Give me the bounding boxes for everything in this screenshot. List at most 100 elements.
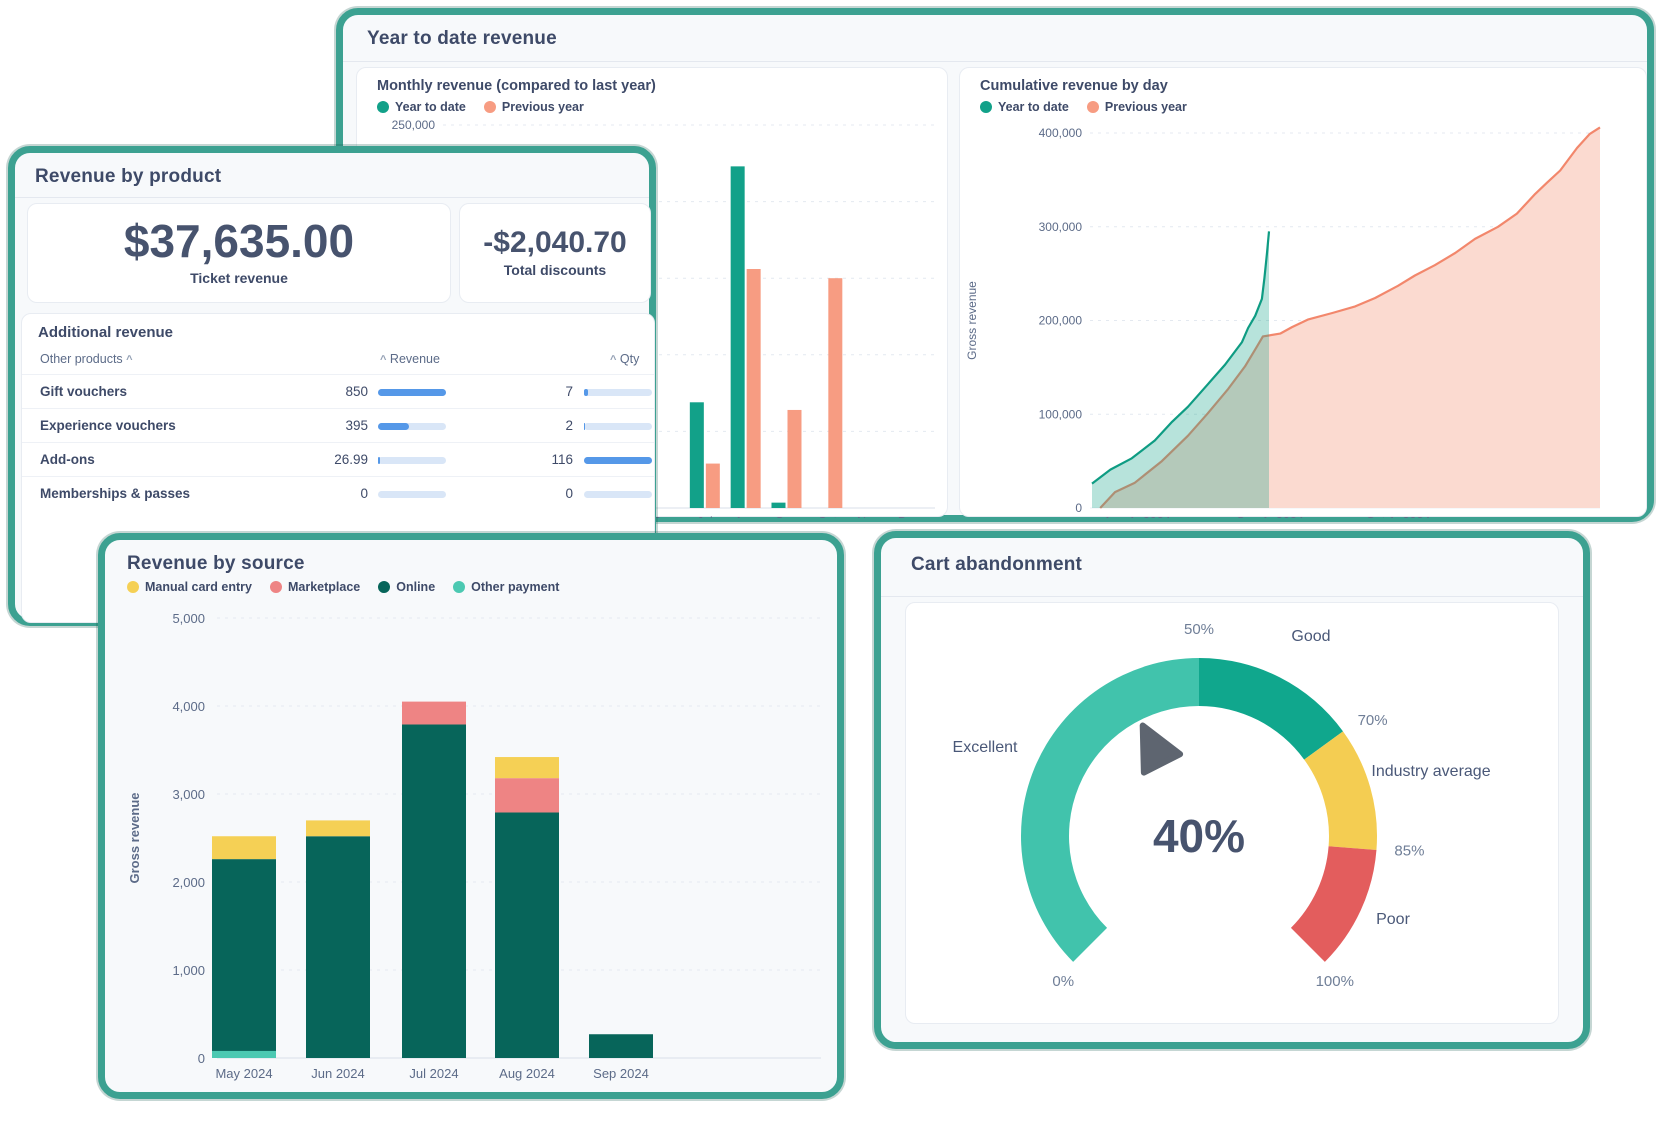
svg-text:Nov: Nov [857,515,880,518]
svg-text:Excellent: Excellent [953,739,1018,756]
revenue-bar [378,491,446,498]
table-row: Memberships & passes 0 0 [22,476,654,511]
product-card-title: Revenue by product [35,166,222,187]
legend-label: Other payment [471,580,560,594]
legend-item-previous-year[interactable]: Previous year [1086,100,1187,114]
additional-revenue-title: Additional revenue [38,324,174,341]
qty-bar [584,389,652,396]
source-legend: Manual card entry Marketplace Online Other … [127,580,559,594]
column-label: Revenue [389,352,440,366]
svg-text:400,000: 400,000 [1039,126,1083,140]
revenue-bar [378,457,446,464]
column-header-revenue[interactable]: ^ Revenue [380,352,440,366]
svg-text:40%: 40% [1153,810,1245,862]
svg-text:85%: 85% [1394,842,1424,859]
qty-value: 0 [565,486,573,501]
cumulative-revenue-panel: Cumulative revenue by day Year to date Pr… [959,67,1647,518]
svg-text:0: 0 [1075,501,1082,515]
product-name: Experience vouchers [40,418,176,433]
svg-text:Gross revenue: Gross revenue [127,792,142,883]
legend-item-marketplace[interactable]: Marketplace [269,580,360,594]
qty-bar [584,423,652,430]
svg-text:250,000: 250,000 [392,120,436,132]
source-card-title: Revenue by source [127,553,305,574]
svg-text:100,000: 100,000 [1039,407,1083,421]
revenue-value: 0 [360,486,368,501]
column-label: Qty [619,352,640,366]
svg-text:Good: Good [1291,628,1330,645]
monthly-revenue-legend: Year to date Previous year [377,100,584,114]
svg-text:Sep 2024: Sep 2024 [593,1066,649,1081]
svg-text:5,000: 5,000 [172,611,205,626]
revenue-by-source-card: Revenue by source Manual card entry Marke… [98,533,844,1099]
legend-item-previous-year[interactable]: Previous year [483,100,584,114]
table-row: Add-ons 26.99 116 [22,442,654,477]
legend-dot-icon [127,581,139,593]
table-row: Experience vouchers 395 2 [22,408,654,443]
additional-revenue-header: Other products ^ ^ Revenue ^ Qty [22,348,654,374]
product-name: Memberships & passes [40,486,191,501]
qty-bar-fill [584,457,652,464]
legend-item-manual-card-entry[interactable]: Manual card entry [127,580,252,594]
svg-text:0: 0 [198,1051,205,1066]
legend-item-other-payment[interactable]: Other payment [453,580,559,594]
column-header-other-products[interactable]: Other products ^ [40,352,133,366]
total-discounts-label: Total discounts [503,262,607,278]
svg-text:Jul: Jul [697,515,713,518]
svg-text:70%: 70% [1358,712,1388,729]
additional-revenue-rows: Gift vouchers 850 7 Experience vouchers 395 2… [22,374,654,510]
svg-text:Jun: Jun [654,515,674,518]
revenue-bar [378,389,446,396]
legend-label: Previous year [1104,100,1187,114]
svg-text:Aug 1, 2024: Aug 1, 2024 [1103,515,1170,518]
svg-text:Sep 1, 2024: Sep 1, 2024 [1236,515,1303,518]
svg-text:Gross revenue: Gross revenue [965,281,979,360]
legend-item-year-to-date[interactable]: Year to date [377,100,466,114]
qty-value: 116 [551,452,573,467]
header-divider [881,596,1583,597]
svg-text:Aug 2024: Aug 2024 [499,1066,555,1081]
legend-dot-icon [483,101,496,113]
cart-abandonment-card: Cart abandonment 0% 50% 70% 85% 100% Excellen… [874,531,1590,1049]
revenue-bar [378,423,446,430]
legend-item-online[interactable]: Online [378,580,435,594]
svg-text:Industry average: Industry average [1371,763,1490,780]
cart-abandonment-gauge: 0% 50% 70% 85% 100% Excellent Good Industry ave… [953,621,1491,990]
svg-text:Sep: Sep [775,515,797,518]
cumulative-revenue-title: Cumulative revenue by day [980,78,1168,94]
sort-caret-icon: ^ [610,354,617,366]
svg-text:May 2024: May 2024 [215,1066,272,1081]
qty-bar [584,457,652,464]
revenue-by-source-chart: 0 1,000 2,000 3,000 4,000 5,000 May 2024 Jun 20… [127,611,821,1081]
svg-text:Poor: Poor [1376,911,1410,928]
legend-item-year-to-date[interactable]: Year to date [980,100,1069,114]
legend-dot-icon [377,101,389,113]
monthly-revenue-title: Monthly revenue (compared to last year) [377,78,656,94]
ticket-revenue-value: $37,635.00 [123,215,355,267]
svg-text:Oct: Oct [818,515,838,518]
revenue-bar-fill [378,457,381,464]
column-header-qty[interactable]: ^ Qty [610,352,639,366]
cumulative-revenue-chart: 400,000 300,000 200,000 100,000 0 Aug 1, 2024… [965,126,1601,518]
total-discounts-tile: -$2,040.70 Total discounts [459,203,651,303]
svg-text:Oct 1, 2024: Oct 1, 2024 [1366,515,1431,518]
legend-label: Previous year [501,100,584,114]
qty-value: 7 [565,384,573,399]
legend-dot-icon [1086,101,1099,113]
svg-text:4,000: 4,000 [172,699,205,714]
qty-bar-fill [584,389,589,396]
svg-text:100%: 100% [1316,973,1354,990]
total-discounts-value: -$2,040.70 [483,226,627,259]
qty-bar [584,491,652,498]
svg-text:300,000: 300,000 [1039,220,1083,234]
svg-text:Dec: Dec [898,515,920,518]
qty-bar-fill [584,423,586,430]
legend-label: Manual card entry [145,580,252,594]
svg-text:Aug: Aug [735,515,757,518]
product-name: Gift vouchers [40,384,128,399]
ticket-revenue-label: Ticket revenue [190,270,288,286]
svg-text:Jul 2024: Jul 2024 [409,1066,458,1081]
svg-text:Jun 2024: Jun 2024 [311,1066,365,1081]
svg-text:3,000: 3,000 [172,787,205,802]
